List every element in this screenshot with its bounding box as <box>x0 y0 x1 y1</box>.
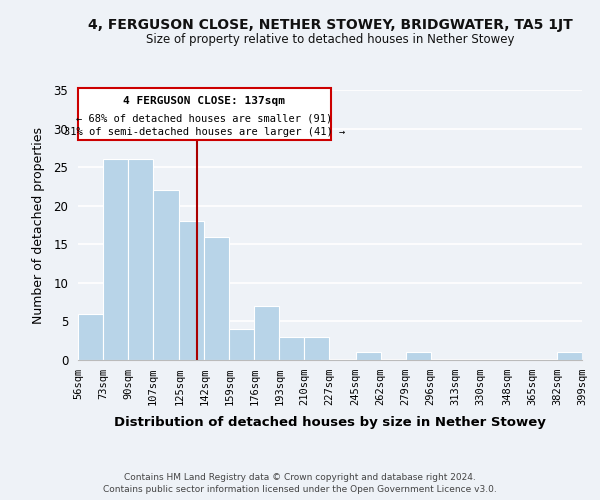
Bar <box>78 314 103 360</box>
Bar <box>128 160 153 360</box>
Text: Contains HM Land Registry data © Crown copyright and database right 2024.: Contains HM Land Registry data © Crown c… <box>124 472 476 482</box>
X-axis label: Distribution of detached houses by size in Nether Stowey: Distribution of detached houses by size … <box>114 416 546 429</box>
Bar <box>229 329 254 360</box>
Bar <box>254 306 280 360</box>
Bar <box>356 352 380 360</box>
Text: 4 FERGUSON CLOSE: 137sqm: 4 FERGUSON CLOSE: 137sqm <box>124 96 286 106</box>
Bar <box>103 160 128 360</box>
Bar <box>406 352 431 360</box>
Bar <box>179 221 205 360</box>
Bar <box>153 190 179 360</box>
Text: Size of property relative to detached houses in Nether Stowey: Size of property relative to detached ho… <box>146 32 514 46</box>
Text: 31% of semi-detached houses are larger (41) →: 31% of semi-detached houses are larger (… <box>64 127 345 137</box>
Bar <box>280 337 304 360</box>
Bar <box>205 236 229 360</box>
Text: Contains public sector information licensed under the Open Government Licence v3: Contains public sector information licen… <box>103 485 497 494</box>
Y-axis label: Number of detached properties: Number of detached properties <box>32 126 45 324</box>
Bar <box>557 352 582 360</box>
Bar <box>304 337 329 360</box>
Text: ← 68% of detached houses are smaller (91): ← 68% of detached houses are smaller (91… <box>76 114 332 124</box>
Text: 4, FERGUSON CLOSE, NETHER STOWEY, BRIDGWATER, TA5 1JT: 4, FERGUSON CLOSE, NETHER STOWEY, BRIDGW… <box>88 18 572 32</box>
FancyBboxPatch shape <box>78 88 331 140</box>
